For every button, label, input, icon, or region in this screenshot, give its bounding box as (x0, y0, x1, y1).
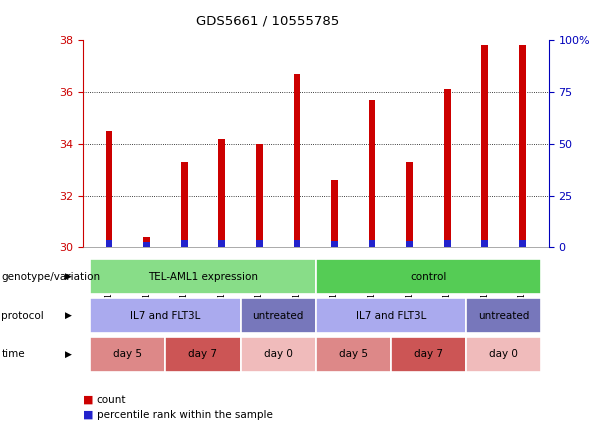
Text: genotype/variation: genotype/variation (1, 272, 101, 282)
Bar (406, 162, 413, 247)
Text: day 0: day 0 (264, 349, 292, 360)
Text: untreated: untreated (478, 310, 529, 321)
Text: day 0: day 0 (489, 349, 518, 360)
Bar (181, 240, 188, 247)
Bar (143, 242, 150, 247)
Text: control: control (410, 272, 447, 282)
Text: day 5: day 5 (113, 349, 142, 360)
Text: IL7 and FLT3L: IL7 and FLT3L (356, 310, 426, 321)
Text: ▶: ▶ (66, 350, 72, 359)
Bar (143, 237, 150, 247)
Text: TEL-AML1 expression: TEL-AML1 expression (148, 272, 258, 282)
Text: ▶: ▶ (66, 311, 72, 320)
Text: GDS5661 / 10555785: GDS5661 / 10555785 (196, 15, 340, 28)
Text: ■: ■ (83, 395, 93, 405)
Text: untreated: untreated (253, 310, 304, 321)
Bar (368, 240, 375, 247)
Bar (481, 240, 488, 247)
Bar (181, 162, 188, 247)
Bar (256, 240, 263, 247)
Bar (331, 180, 338, 247)
Bar (105, 131, 112, 247)
Bar (294, 74, 300, 247)
Bar (444, 89, 451, 247)
Text: ▶: ▶ (66, 272, 72, 281)
Text: day 5: day 5 (339, 349, 368, 360)
Bar (218, 139, 225, 247)
Bar (406, 241, 413, 247)
Bar (519, 240, 526, 247)
Bar (256, 144, 263, 247)
Text: IL7 and FLT3L: IL7 and FLT3L (130, 310, 200, 321)
Bar (331, 241, 338, 247)
Bar (481, 45, 488, 247)
Text: protocol: protocol (1, 310, 44, 321)
Text: ■: ■ (83, 409, 93, 420)
Bar (105, 240, 112, 247)
Bar (218, 240, 225, 247)
Bar (444, 240, 451, 247)
Text: count: count (97, 395, 126, 405)
Text: day 7: day 7 (414, 349, 443, 360)
Bar (294, 240, 300, 247)
Text: time: time (1, 349, 25, 360)
Text: percentile rank within the sample: percentile rank within the sample (97, 409, 273, 420)
Bar (368, 100, 375, 247)
Text: day 7: day 7 (188, 349, 218, 360)
Bar (519, 45, 526, 247)
